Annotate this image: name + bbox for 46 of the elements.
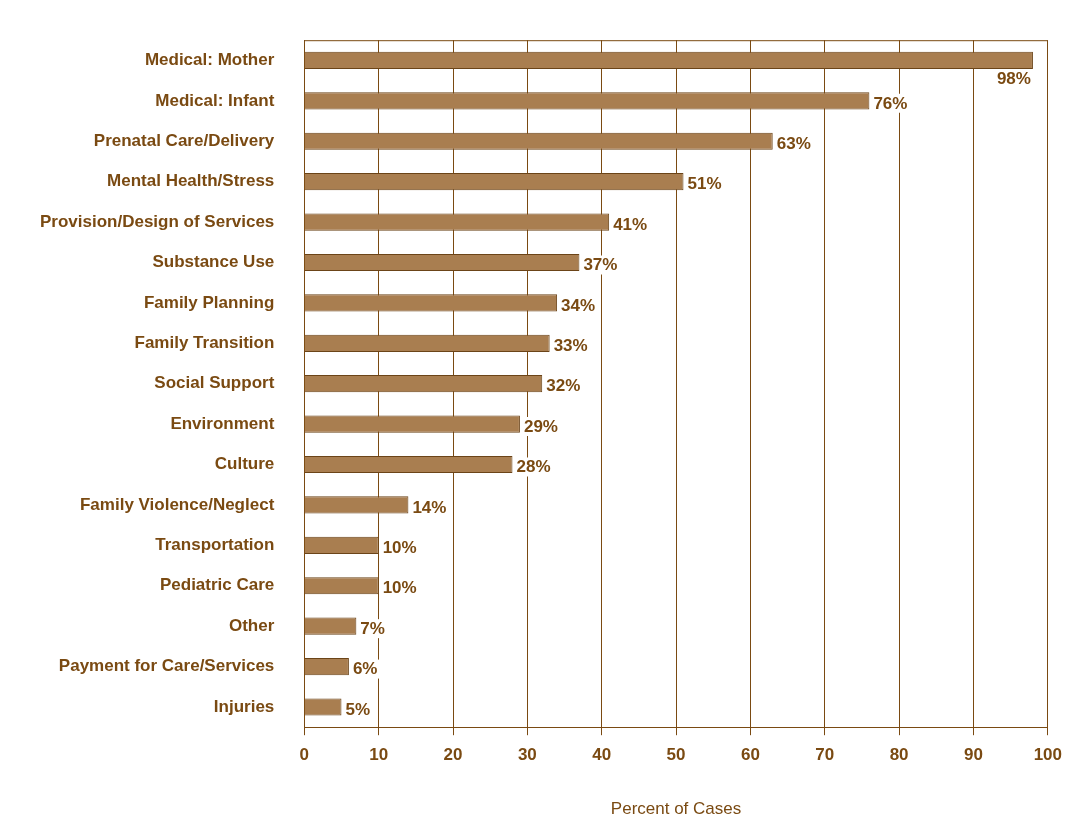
y-tick-label: Prenatal Care/Delivery xyxy=(93,130,275,150)
x-tick-label: 20 xyxy=(443,745,463,765)
data-label: 32% xyxy=(546,376,581,396)
x-tick-label: 10 xyxy=(369,745,389,765)
data-label: 51% xyxy=(687,174,722,194)
y-tick-label: Injuries xyxy=(213,696,275,716)
data-label: 33% xyxy=(553,335,588,355)
y-tick-label: Medical: Mother xyxy=(144,50,275,70)
data-label: 28% xyxy=(516,457,551,477)
y-tick-label: Medical: Infant xyxy=(155,90,275,110)
x-tick-label: 90 xyxy=(964,745,983,765)
data-label: 63% xyxy=(776,133,811,153)
y-tick-label: Family Transition xyxy=(134,332,275,352)
data-label: 10% xyxy=(382,578,417,598)
x-tick-label: 50 xyxy=(666,745,686,765)
data-label: 10% xyxy=(382,538,417,558)
data-label: 41% xyxy=(613,214,648,234)
y-tick-label: Provision/Design of Services xyxy=(39,211,275,231)
data-label: 14% xyxy=(412,497,447,517)
y-tick-label: Family Violence/Neglect xyxy=(79,494,275,514)
data-label: 7% xyxy=(360,618,385,638)
data-label: 29% xyxy=(523,416,558,436)
data-label: 5% xyxy=(345,699,371,719)
x-tick-label: 60 xyxy=(740,745,760,765)
y-tick-label: Substance Use xyxy=(152,252,275,272)
data-label: 34% xyxy=(561,295,596,315)
x-tick-label: 70 xyxy=(815,745,835,765)
data-label: 6% xyxy=(352,659,378,679)
y-tick-label: Family Planning xyxy=(143,292,275,312)
y-tick-label: Culture xyxy=(214,454,275,474)
x-axis-title: Percent of Cases xyxy=(610,799,742,819)
y-tick-label: Pediatric Care xyxy=(159,575,275,595)
data-label: 98% xyxy=(996,68,1031,88)
y-tick-label: Social Support xyxy=(154,373,275,393)
x-tick-label: 0 xyxy=(299,745,310,765)
x-tick-label: 80 xyxy=(889,745,909,765)
data-label: 37% xyxy=(583,255,618,275)
y-tick-label: Payment for Care/Services xyxy=(58,656,275,676)
y-tick-label: Transportation xyxy=(155,535,275,555)
y-tick-label: Other xyxy=(228,615,275,635)
y-tick-label: Mental Health/Stress xyxy=(107,171,275,191)
data-label: 76% xyxy=(873,93,908,113)
x-tick-label: 40 xyxy=(592,745,612,765)
x-tick-label: 100 xyxy=(1033,745,1063,765)
y-tick-label: Environment xyxy=(170,413,275,433)
x-tick-label: 30 xyxy=(517,745,537,765)
